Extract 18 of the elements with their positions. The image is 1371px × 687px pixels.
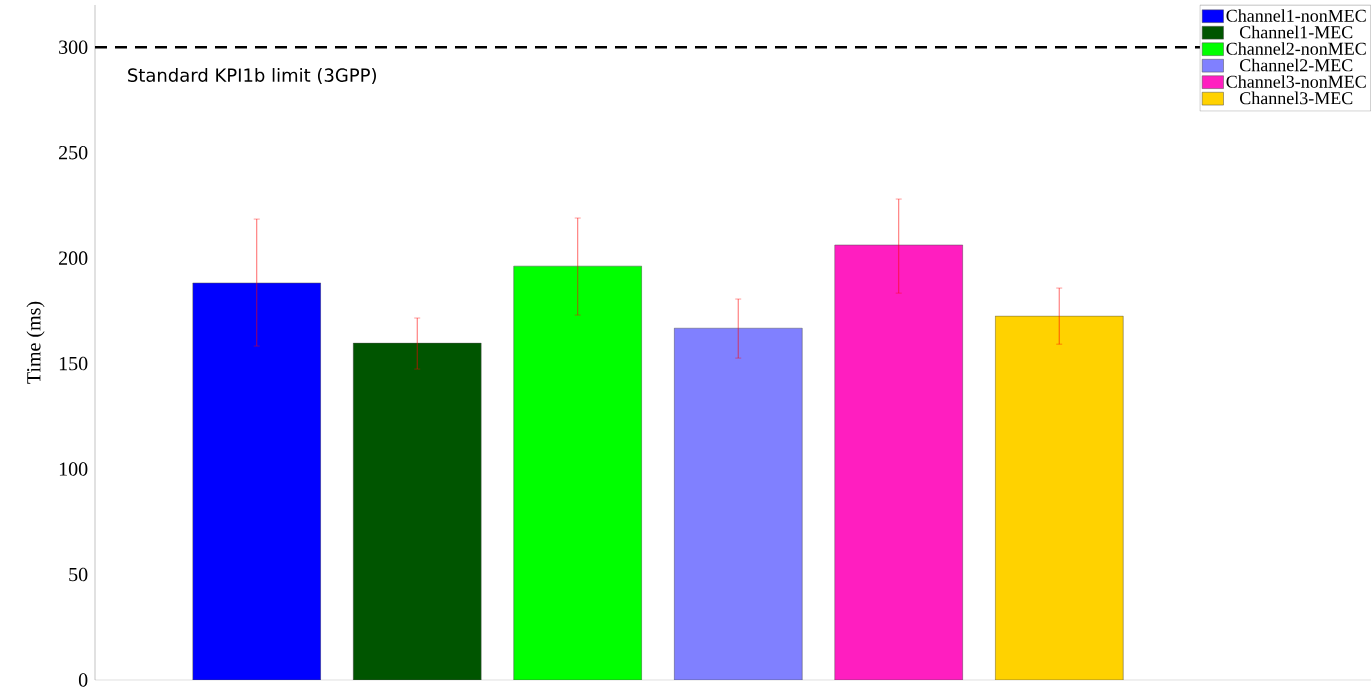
legend-label: Channel2-nonMEC xyxy=(1226,42,1366,55)
y-tick-label: 0 xyxy=(78,673,88,687)
legend-label: Channel3-nonMEC xyxy=(1226,75,1366,88)
bar xyxy=(673,327,803,680)
y-tick-label: 300 xyxy=(59,40,88,54)
y-tick-label: 200 xyxy=(59,251,88,265)
y-tick-label: 50 xyxy=(69,567,88,582)
bar xyxy=(352,342,482,680)
y-tick-label: 100 xyxy=(59,462,88,476)
legend-label: Channel1-nonMEC xyxy=(1226,9,1366,22)
bar xyxy=(994,315,1124,680)
legend-label: Channel3-MEC xyxy=(1240,91,1353,105)
ref-line-label: Standard KPI1b limit (3GPP) xyxy=(128,68,376,85)
legend-label: Channel2-MEC xyxy=(1240,58,1353,72)
legend-label: Channel1-MEC xyxy=(1240,25,1353,39)
y-tick-label: 150 xyxy=(59,356,88,371)
y-tick-label: 250 xyxy=(59,145,88,160)
y-axis-title: Time (ms) xyxy=(26,301,45,384)
